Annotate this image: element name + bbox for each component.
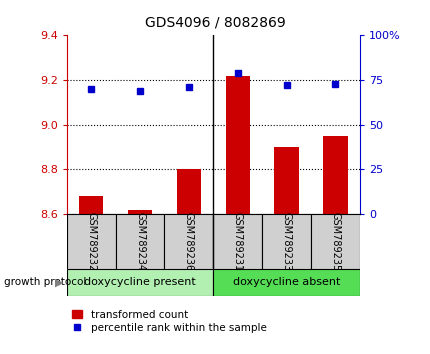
Text: growth protocol: growth protocol (4, 277, 86, 287)
Bar (67, 214, 115, 269)
Text: doxycycline absent: doxycycline absent (232, 277, 340, 287)
Text: ▶: ▶ (55, 277, 64, 287)
Text: GSM789235: GSM789235 (330, 212, 340, 271)
Text: GSM789231: GSM789231 (232, 212, 242, 271)
Bar (67, 269, 213, 296)
Text: doxycycline present: doxycycline present (84, 277, 196, 287)
Text: GSM789236: GSM789236 (184, 212, 194, 271)
Bar (164, 214, 213, 269)
Bar (115, 214, 164, 269)
Bar (261, 214, 310, 269)
Bar (128, 210, 152, 214)
Legend: transformed count, percentile rank within the sample: transformed count, percentile rank withi… (72, 310, 266, 333)
Bar (322, 136, 347, 214)
Text: GDS4096 / 8082869: GDS4096 / 8082869 (145, 16, 285, 30)
Bar (213, 214, 261, 269)
Bar (213, 269, 359, 296)
Text: GSM789233: GSM789233 (281, 212, 291, 271)
Bar (274, 147, 298, 214)
Text: GSM789234: GSM789234 (135, 212, 145, 271)
Bar (225, 76, 249, 214)
Bar (310, 214, 359, 269)
Bar (79, 196, 103, 214)
Text: GSM789232: GSM789232 (86, 212, 96, 271)
Bar (176, 170, 201, 214)
